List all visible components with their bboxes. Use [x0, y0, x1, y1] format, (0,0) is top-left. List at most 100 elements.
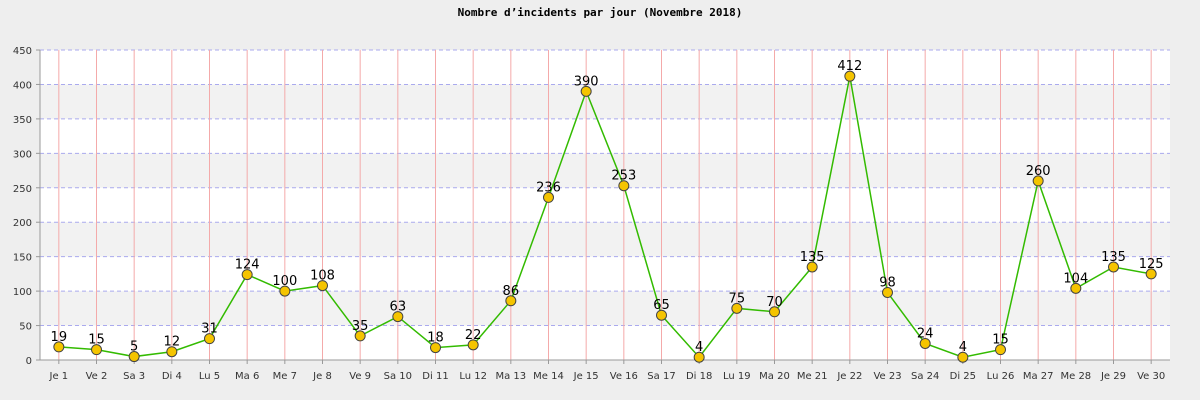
plot-band [40, 84, 1170, 119]
data-point [467, 339, 479, 351]
data-point [1032, 175, 1044, 187]
x-tick-labels: Je 1 Ve 2 Sa 3 Di 4 Lu 5 Ma 6 Me 7 Je 8 Ve 9 Sa 1… [49, 360, 1165, 382]
data-label: 125 [1139, 257, 1164, 272]
x-tick-label: Lu 12 [459, 371, 487, 382]
data-label: 4 [959, 340, 967, 355]
data-label: 4 [695, 340, 703, 355]
data-point [317, 280, 328, 292]
data-label: 12 [164, 335, 181, 350]
vertical-grid [58, 50, 1152, 360]
data-label: 5 [130, 340, 138, 355]
x-tick-label: Di 11 [422, 371, 448, 382]
x-tick-label: Sa 24 [911, 371, 939, 382]
chart-title: Nombre d’incidents par jour (Novembre 20… [457, 6, 743, 19]
x-tick-label: Ve 2 [86, 371, 108, 382]
x-tick-label: Lu 5 [199, 371, 220, 382]
data-label: 260 [1026, 164, 1051, 179]
data-point [1070, 282, 1082, 294]
data-point [204, 333, 215, 345]
x-tick-label: Sa 17 [647, 371, 675, 382]
data-label: 108 [310, 269, 335, 284]
data-point [166, 346, 178, 358]
data-label: 19 [51, 330, 68, 345]
x-tick-label: Ve 9 [349, 371, 371, 382]
y-tick-label: 250 [13, 184, 32, 195]
series-line [58, 76, 1152, 359]
data-point [1108, 261, 1119, 273]
data-labels: 19 15 5 12 31 124 100 108 35 63 18 22 86 236 390 253 65 4… [51, 59, 1164, 355]
x-tick-label: Me 28 [1060, 371, 1091, 382]
x-tick-label: Me 21 [797, 371, 828, 382]
data-point [919, 337, 931, 349]
x-tick-label: Ve 30 [1137, 371, 1165, 382]
data-point [128, 351, 140, 363]
data-point [882, 286, 893, 298]
y-tick-label: 50 [19, 322, 32, 333]
data-point [430, 342, 441, 354]
data-point [53, 341, 65, 353]
data-point [957, 351, 969, 363]
data-point [580, 85, 592, 97]
data-label: 253 [611, 169, 636, 184]
data-label: 135 [800, 250, 825, 265]
horizontal-grid [40, 49, 1170, 327]
x-tick-label: Je 1 [49, 371, 69, 382]
data-label: 65 [653, 298, 670, 313]
x-tick-label: Di 18 [686, 371, 712, 382]
data-point [1145, 268, 1157, 280]
data-label: 63 [390, 300, 407, 315]
data-label: 22 [465, 328, 482, 343]
plot-band [40, 291, 1170, 326]
data-point [241, 269, 253, 281]
data-point [392, 311, 404, 323]
axes [39, 50, 1170, 361]
x-tick-label: Sa 10 [384, 371, 412, 382]
data-point [844, 70, 856, 82]
y-tick-label: 300 [13, 149, 32, 160]
data-label: 104 [1063, 271, 1088, 286]
data-point [505, 295, 517, 307]
data-label: 412 [837, 59, 862, 74]
data-point [693, 351, 705, 363]
data-label: 75 [729, 291, 746, 306]
data-label: 236 [536, 180, 561, 195]
y-tick-label: 150 [13, 253, 32, 264]
x-tick-label: Ma 20 [759, 371, 790, 382]
data-label: 124 [235, 258, 260, 273]
data-point [731, 302, 743, 314]
x-tick-label: Me 14 [533, 371, 564, 382]
data-point [543, 191, 554, 203]
plot-band [40, 222, 1170, 257]
data-point [618, 180, 630, 192]
data-point [656, 309, 667, 321]
data-label: 35 [352, 319, 369, 334]
y-tick-label: 400 [13, 80, 32, 91]
x-tick-label: Ma 27 [1023, 371, 1054, 382]
data-point [279, 285, 291, 297]
data-point [995, 344, 1006, 356]
y-tick-label: 450 [13, 46, 32, 57]
x-tick-label: Ve 23 [873, 371, 901, 382]
x-tick-label: Je 15 [573, 371, 599, 382]
y-tick-label: 100 [13, 287, 32, 298]
data-label: 390 [574, 74, 599, 89]
plot-band [40, 153, 1170, 188]
y-tick-label: 200 [13, 218, 32, 229]
x-tick-label: Je 29 [1100, 371, 1126, 382]
data-label: 98 [879, 275, 896, 290]
x-tick-label: Ma 6 [235, 371, 259, 382]
x-tick-label: Je 8 [312, 371, 332, 382]
x-tick-label: Ve 16 [610, 371, 638, 382]
data-label: 86 [503, 284, 520, 299]
x-tick-label: Lu 26 [987, 371, 1015, 382]
data-label: 24 [917, 326, 934, 341]
data-label: 70 [766, 295, 783, 310]
x-tick-label: Di 25 [950, 371, 976, 382]
y-tick-label: 0 [26, 356, 32, 367]
data-label: 135 [1101, 250, 1126, 265]
y-tick-labels: 0 50 100 150 200 250 300 350 400 450 [13, 46, 40, 367]
data-point [354, 330, 366, 342]
data-point [769, 306, 780, 318]
x-tick-label: Je 22 [836, 371, 862, 382]
